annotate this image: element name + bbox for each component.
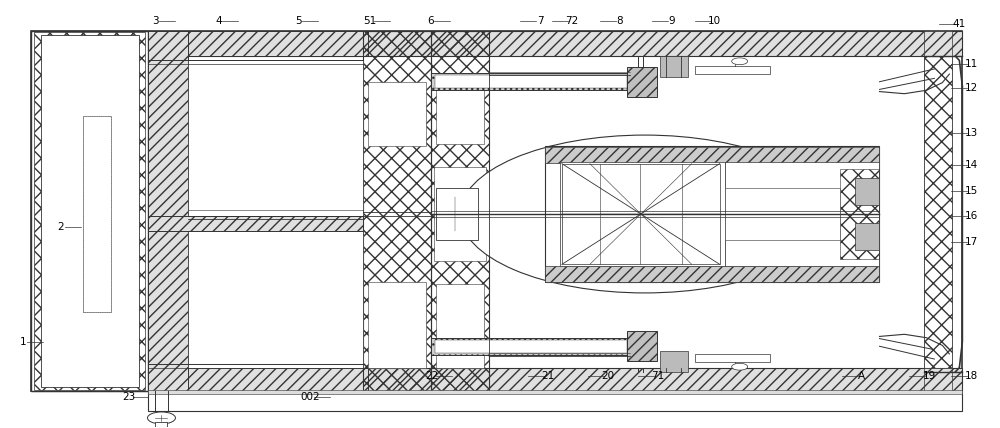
Bar (31, 368, 962, 391)
Bar (434, 167, 486, 261)
Text: 3: 3 (152, 16, 159, 26)
Text: 16: 16 (965, 211, 978, 221)
Bar (660, 351, 688, 372)
Bar (545, 266, 879, 282)
Bar (436, 284, 484, 368)
Text: 11: 11 (965, 59, 978, 69)
Bar (562, 163, 720, 265)
Text: 2: 2 (57, 222, 64, 232)
Bar (363, 30, 431, 391)
Bar (725, 188, 840, 240)
Bar (855, 223, 879, 250)
Bar (148, 216, 363, 231)
Bar (695, 65, 770, 74)
Bar (560, 162, 725, 266)
Bar (924, 368, 952, 391)
Bar (545, 147, 879, 163)
Text: 8: 8 (617, 16, 623, 26)
Bar (660, 56, 688, 77)
Text: 19: 19 (923, 371, 936, 381)
Text: 1: 1 (19, 337, 26, 347)
Circle shape (147, 412, 175, 424)
Text: 15: 15 (965, 185, 978, 196)
Text: 7: 7 (537, 16, 543, 26)
Bar (431, 338, 631, 355)
Bar (41, 35, 139, 387)
Bar (148, 392, 962, 411)
Text: A: A (858, 371, 865, 381)
Bar (31, 30, 962, 56)
Bar (436, 80, 484, 144)
Bar (431, 73, 631, 90)
Text: 6: 6 (427, 16, 433, 26)
Text: 41: 41 (953, 19, 966, 29)
Bar (148, 30, 368, 56)
Bar (83, 116, 111, 312)
Bar (924, 30, 952, 56)
Bar (148, 30, 188, 391)
Text: 13: 13 (965, 128, 978, 138)
Bar (368, 82, 426, 146)
Bar (31, 30, 148, 391)
Text: 72: 72 (565, 16, 579, 26)
Bar (627, 67, 657, 97)
Text: 18: 18 (965, 371, 978, 381)
Bar (148, 390, 962, 394)
Text: 22: 22 (425, 371, 439, 381)
Bar (725, 162, 879, 266)
Bar (840, 169, 879, 259)
Text: 20: 20 (601, 371, 614, 381)
Bar (155, 422, 167, 427)
Bar (545, 146, 879, 282)
Bar (924, 56, 952, 368)
Text: 14: 14 (965, 160, 978, 170)
Bar (695, 354, 770, 363)
Bar (435, 75, 627, 88)
Text: 17: 17 (965, 237, 978, 247)
Bar (148, 368, 368, 391)
Circle shape (732, 58, 748, 65)
Text: 71: 71 (651, 371, 664, 381)
Text: 10: 10 (708, 16, 721, 26)
Bar (435, 340, 627, 353)
Text: 21: 21 (541, 371, 555, 381)
Text: 9: 9 (668, 16, 675, 26)
Bar (31, 30, 962, 391)
Text: 23: 23 (122, 392, 135, 402)
Bar (627, 331, 657, 361)
Bar (431, 30, 489, 391)
Bar (368, 282, 426, 368)
Bar (34, 32, 145, 390)
Text: 51: 51 (364, 16, 377, 26)
Text: 12: 12 (965, 83, 978, 93)
Bar (436, 188, 478, 240)
Text: 4: 4 (215, 16, 222, 26)
Circle shape (732, 363, 748, 370)
Bar (83, 116, 111, 312)
Bar (855, 178, 879, 205)
Text: 002: 002 (300, 392, 320, 402)
Bar (188, 60, 363, 368)
Text: 5: 5 (295, 16, 302, 26)
Circle shape (460, 135, 830, 293)
